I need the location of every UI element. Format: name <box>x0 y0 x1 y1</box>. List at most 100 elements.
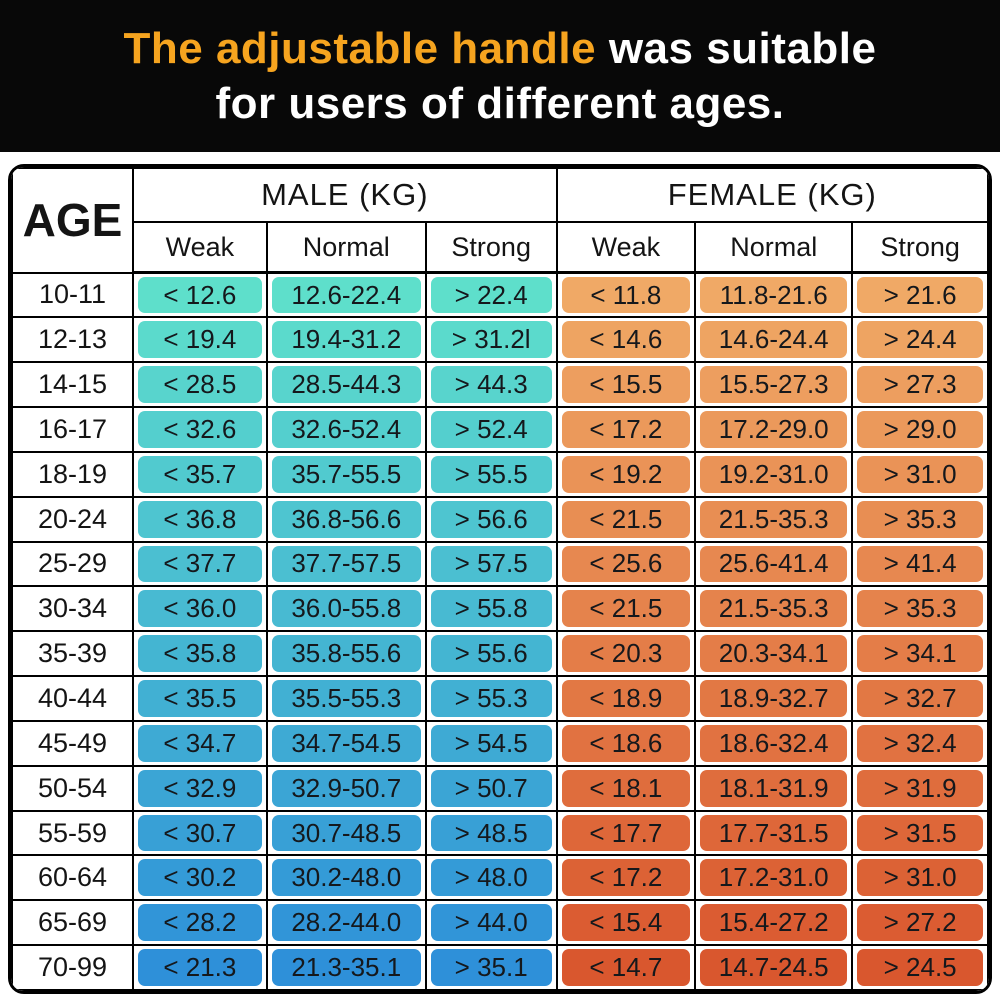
title-rest: was suitable <box>596 24 877 73</box>
value-fill: < 20.3 <box>561 635 691 673</box>
value-fill: > 48.0 <box>430 859 552 897</box>
male-normal-cell: 32.6-52.4 <box>265 406 427 453</box>
male-weak-cell: < 32.9 <box>132 764 268 812</box>
page-title-line-1: The adjustable handle was suitable <box>124 21 877 76</box>
value-fill: < 36.0 <box>138 590 262 628</box>
male-strong-cell: > 55.3 <box>424 675 558 722</box>
value-fill: 17.7-31.5 <box>700 814 848 852</box>
value-fill: < 35.7 <box>138 455 262 493</box>
male-weak-cell: < 12.6 <box>132 271 268 319</box>
value-fill: < 34.7 <box>138 724 262 762</box>
value-fill: > 52.4 <box>430 411 552 448</box>
value-fill: 18.1-31.9 <box>700 769 848 807</box>
value-fill: > 32.7 <box>857 680 983 717</box>
value-fill: < 37.7 <box>138 545 262 583</box>
female-weak-cell: < 18.1 <box>555 764 697 812</box>
male-weak-cell: < 19.4 <box>132 316 268 364</box>
male-strong-cell: > 48.5 <box>424 809 558 857</box>
male-weak-cell: < 34.7 <box>132 719 268 767</box>
female-strong-cell: > 21.6 <box>851 271 989 319</box>
female-normal-cell: 17.7-31.5 <box>694 809 854 857</box>
value-fill: < 28.2 <box>138 904 262 942</box>
male-normal-cell: 37.7-57.5 <box>265 540 427 588</box>
value-fill: 18.6-32.4 <box>700 724 848 762</box>
male-weak-cell: < 36.0 <box>132 585 268 633</box>
male-normal-cell: 28.2-44.0 <box>265 899 427 947</box>
male-weak-cell: < 35.7 <box>132 450 268 498</box>
col-header-female-strong: Strong <box>851 221 989 274</box>
male-strong-cell: > 54.5 <box>424 719 558 767</box>
value-fill: 21.5-35.3 <box>700 590 848 628</box>
male-strong-cell: > 55.8 <box>424 585 558 633</box>
value-fill: 18.9-32.7 <box>700 680 848 717</box>
female-normal-cell: 14.7-24.5 <box>694 944 854 991</box>
female-weak-cell: < 14.7 <box>555 944 697 991</box>
value-fill: < 17.2 <box>561 411 691 448</box>
female-normal-cell: 14.6-24.4 <box>694 316 854 364</box>
value-fill: 30.7-48.5 <box>271 814 421 852</box>
female-normal-cell: 18.1-31.9 <box>694 764 854 812</box>
table-row: 40-44 < 35.5 35.5-55.3 > 55.3 < 18.9 18.9-32.… <box>11 675 989 722</box>
col-group-female: FEMALE (KG) <box>555 167 989 223</box>
col-header-age: AGE <box>11 167 135 274</box>
male-strong-cell: > 52.4 <box>424 406 558 453</box>
value-fill: > 55.3 <box>430 680 552 717</box>
value-fill: > 21.6 <box>857 277 983 314</box>
value-fill: 32.9-50.7 <box>271 769 421 807</box>
female-normal-cell: 18.9-32.7 <box>694 675 854 722</box>
value-fill: 30.2-48.0 <box>271 859 421 897</box>
male-strong-cell: > 44.0 <box>424 899 558 947</box>
male-weak-cell: < 30.2 <box>132 854 268 902</box>
female-strong-cell: > 31.5 <box>851 809 989 857</box>
table-row: 30-34 < 36.0 36.0-55.8 > 55.8 < 21.5 21.5-35.… <box>11 585 989 633</box>
male-weak-cell: < 30.7 <box>132 809 268 857</box>
value-fill: > 31.0 <box>857 455 983 493</box>
male-weak-cell: < 28.5 <box>132 361 268 409</box>
col-header-male-weak: Weak <box>132 221 268 274</box>
table-row: 25-29 < 37.7 37.7-57.5 > 57.5 < 25.6 25.6-41.… <box>11 540 989 588</box>
table-row: 18-19 < 35.7 35.7-55.5 > 55.5 < 19.2 19.2-31.… <box>11 450 989 498</box>
value-fill: > 29.0 <box>857 411 983 448</box>
age-cell: 16-17 <box>11 406 135 453</box>
female-weak-cell: < 14.6 <box>555 316 697 364</box>
female-strong-cell: > 27.2 <box>851 899 989 947</box>
female-strong-cell: > 27.3 <box>851 361 989 409</box>
female-strong-cell: > 34.1 <box>851 630 989 678</box>
male-normal-cell: 19.4-31.2 <box>265 316 427 364</box>
page-title-line-2: for users of different ages. <box>215 79 785 128</box>
col-header-female-normal: Normal <box>694 221 854 274</box>
value-fill: > 32.4 <box>857 724 983 762</box>
value-fill: 35.7-55.5 <box>271 455 421 493</box>
value-fill: > 57.5 <box>430 545 552 583</box>
value-fill: > 48.5 <box>430 814 552 852</box>
male-weak-cell: < 35.8 <box>132 630 268 678</box>
female-weak-cell: < 21.5 <box>555 495 697 543</box>
female-strong-cell: > 32.4 <box>851 719 989 767</box>
col-group-male: MALE (KG) <box>132 167 558 223</box>
female-normal-cell: 25.6-41.4 <box>694 540 854 588</box>
table-row: 70-99 < 21.3 21.3-35.1 > 35.1 < 14.7 14.7-24.… <box>11 944 989 991</box>
age-cell: 30-34 <box>11 585 135 633</box>
data-table: AGE MALE (KG) FEMALE (KG) Weak Normal Stro… <box>11 167 989 991</box>
value-fill: > 31.2l <box>430 321 552 359</box>
sub-header-row: Weak Normal Strong Weak Normal Strong <box>12 221 989 274</box>
value-fill: 34.7-54.5 <box>271 724 421 762</box>
male-strong-cell: > 56.6 <box>424 495 558 543</box>
value-fill: < 17.2 <box>561 859 691 897</box>
table-row: 45-49 < 34.7 34.7-54.5 > 54.5 < 18.6 18.6-32.… <box>11 719 989 767</box>
female-weak-cell: < 21.5 <box>555 585 697 633</box>
grip-strength-table: AGE MALE (KG) FEMALE (KG) Weak Normal Stro… <box>8 164 992 994</box>
title-highlight: The adjustable handle <box>123 24 597 73</box>
male-normal-cell: 12.6-22.4 <box>265 271 427 319</box>
female-weak-cell: < 11.8 <box>555 271 697 319</box>
value-fill: > 27.2 <box>857 904 983 942</box>
value-fill: 28.2-44.0 <box>271 904 421 942</box>
value-fill: 36.0-55.8 <box>271 590 421 628</box>
value-fill: 35.5-55.3 <box>271 680 421 717</box>
male-strong-cell: > 50.7 <box>424 764 558 812</box>
age-cell: 10-11 <box>11 271 135 319</box>
value-fill: > 31.9 <box>857 769 983 807</box>
value-fill: 37.7-57.5 <box>271 545 421 583</box>
male-weak-cell: < 37.7 <box>132 540 268 588</box>
value-fill: > 27.3 <box>857 366 983 404</box>
